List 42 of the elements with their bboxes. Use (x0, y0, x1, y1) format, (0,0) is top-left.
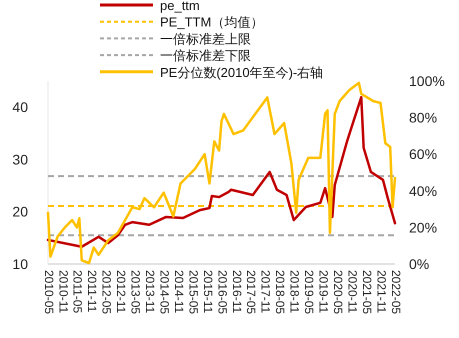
x-tick-label: 2018-11 (288, 270, 302, 314)
y2-tick-label: 0% (409, 256, 430, 272)
x-tick-label: 2021-11 (374, 270, 388, 314)
x-tick-label: 2022-05 (388, 270, 403, 314)
x-tick-label: 2019-11 (316, 270, 331, 314)
x-tick-label: 2012-05 (100, 270, 114, 314)
x-tick-label: 2013-11 (143, 270, 158, 314)
y-tick-label: 20 (12, 204, 28, 220)
legend-label: pe_ttm (160, 0, 200, 13)
x-tick-label: 2017-05 (244, 270, 258, 314)
line-series (46, 82, 396, 264)
x-tick-label: 2012-11 (114, 270, 128, 314)
x-tick-label: 2015-11 (200, 270, 215, 314)
x-tick-label: 2014-05 (157, 270, 172, 314)
x-tick-label: 2015-05 (186, 270, 200, 314)
legend-label: 一倍标准差下限 (160, 48, 251, 64)
legend-label: 一倍标准差上限 (160, 31, 251, 46)
y-tick-label: 10 (12, 256, 28, 272)
x-tick-label: 2010-05 (42, 270, 56, 314)
x-tick-label: 2020-11 (345, 270, 360, 314)
y2-tick-label: 20% (409, 219, 438, 236)
x-tick-label: 2018-05 (273, 270, 288, 314)
x-tick-label: 2021-05 (360, 270, 374, 314)
x-tick-label: 2013-05 (128, 270, 143, 314)
x-tick-label: 2016-11 (230, 270, 244, 314)
x-tick-label: 2014-11 (172, 270, 186, 314)
x-tick-label: 2016-05 (215, 270, 230, 314)
x-tick-label: 2011-05 (70, 270, 85, 314)
y2-tick-label: 100% (409, 73, 445, 89)
x-tick-label: 2010-11 (56, 270, 70, 314)
legend-label: PE分位数(2010年至今)-右轴 (160, 64, 324, 80)
x-tick-label: 2019-05 (302, 270, 316, 314)
y2-tick-label: 60% (409, 146, 438, 162)
y2-tick-label: 80% (409, 110, 438, 126)
legend-label: PE_TTM（均值） (160, 14, 264, 30)
y-tick-label: 40 (12, 99, 28, 116)
y-tick-label: 30 (12, 151, 28, 168)
x-tick-label: 2017-11 (258, 270, 273, 314)
x-tick-label: 2020-05 (330, 270, 345, 314)
x-tick-label: 2011-11 (85, 270, 100, 313)
y2-tick-label: 40% (409, 182, 438, 199)
line-series (46, 96, 396, 248)
